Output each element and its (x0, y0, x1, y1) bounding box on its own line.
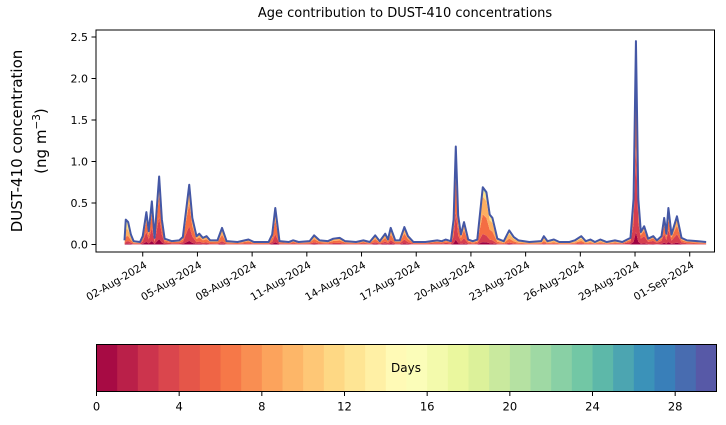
y-tick-label: 0.0 (71, 239, 89, 252)
colorbar-segment (179, 344, 201, 392)
y-axis-units-superscript: −3 (31, 114, 43, 129)
age-band-area-age-1-4-days (124, 146, 707, 245)
y-tick-label: 1.0 (71, 156, 89, 169)
colorbar-segment (509, 344, 531, 392)
colorbar-tick-label: 0 (93, 400, 100, 414)
colorbar-segment (530, 344, 552, 392)
colorbar-segment (96, 344, 118, 392)
colorbar-tick-label: 4 (176, 400, 183, 414)
colorbar-segment (592, 344, 614, 392)
colorbar-segment (282, 344, 304, 392)
total-concentration-line (123, 40, 707, 244)
colorbar-segment (695, 344, 717, 392)
colorbar-segment (551, 344, 573, 392)
colorbar-segment (220, 344, 242, 392)
colorbar-tick-label: 12 (337, 400, 352, 414)
y-axis-units-prefix: (ng m (32, 130, 50, 174)
colorbar-tick-label: 8 (258, 400, 265, 414)
y-tick-label: 1.5 (71, 114, 89, 127)
age-band-area-age-8-12-days (124, 53, 707, 244)
colorbar-segment (261, 344, 283, 392)
colorbar-segment (303, 344, 325, 392)
y-tick-label: 2.5 (71, 31, 89, 44)
x-tick-label: 05-Aug-2024 (139, 259, 204, 304)
x-tick-label: 23-Aug-2024 (467, 259, 532, 304)
x-tick-label: 29-Aug-2024 (577, 259, 642, 304)
age-band-area-age-16-22-days (124, 43, 707, 243)
colorbar-segment (241, 344, 263, 392)
x-tick-label: 17-Aug-2024 (358, 259, 423, 304)
age-band-area-age-4-8-days (124, 85, 707, 245)
colorbar-segment (427, 344, 449, 392)
colorbar-segment (654, 344, 676, 392)
colorbar-segment (344, 344, 366, 392)
x-tick-label: 11-Aug-2024 (248, 259, 313, 304)
age-band-area-age-12-16-days (124, 45, 707, 243)
colorbar-tick-label: 20 (503, 400, 518, 414)
plot-border (95, 29, 715, 253)
colorbar-segment (137, 344, 159, 392)
colorbar-border (96, 344, 717, 392)
x-tick-label: 01-Sep-2024 (632, 259, 697, 303)
colorbar-segment (571, 344, 593, 392)
colorbar-segment (158, 344, 180, 392)
colorbar-label: Days (391, 361, 421, 375)
y-tick-label: 2.0 (71, 73, 89, 86)
colorbar-segment (489, 344, 511, 392)
colorbar-segment (468, 344, 490, 392)
chart-title: Age contribution to DUST-410 concentrati… (258, 6, 553, 21)
colorbar-segment (613, 344, 635, 392)
colorbar-segment (385, 344, 407, 392)
colorbar-segment (406, 344, 428, 392)
colorbar-segment (675, 344, 697, 392)
stacked-area-layer (124, 41, 707, 245)
y-axis-label-line1: DUST-410 concentration (8, 50, 26, 233)
colorbar-tick-label: 16 (420, 400, 435, 414)
colorbar-segment (365, 344, 387, 392)
y-axis-units-suffix: ) (32, 108, 50, 114)
total-line-layer (123, 40, 707, 244)
x-tick-label: 26-Aug-2024 (522, 259, 587, 304)
colorbar-layer: 0 4 8 12 16 20 24 28 (93, 344, 717, 414)
x-tick-label: 14-Aug-2024 (303, 259, 368, 304)
y-axis-label-line2: (ng m−3) (31, 108, 50, 174)
x-tick-label: 08-Aug-2024 (194, 259, 259, 304)
axes-layer: 0.0 0.5 1.0 1.5 2.0 2.5 02-Aug-202405-Aug-2024… (71, 29, 715, 304)
x-tick-label: 20-Aug-2024 (413, 259, 478, 304)
colorbar-segment (447, 344, 469, 392)
colorbar-segment (117, 344, 139, 392)
colorbar-segment (323, 344, 345, 392)
colorbar-tick-label: 28 (668, 400, 683, 414)
colorbar-segment (199, 344, 221, 392)
x-tick-label: 02-Aug-2024 (84, 259, 149, 304)
colorbar-segment (633, 344, 655, 392)
age-band-area-age-22-30-days (124, 41, 707, 243)
colorbar-tick-label: 24 (585, 400, 600, 414)
y-tick-label: 0.5 (71, 197, 89, 210)
